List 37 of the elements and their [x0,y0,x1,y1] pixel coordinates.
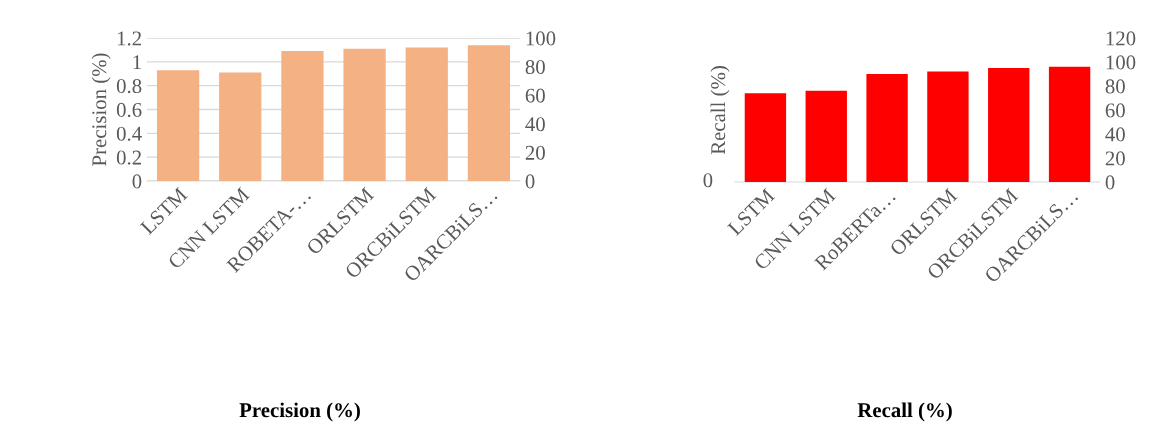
y2-tick-label: 40 [525,117,545,132]
y2-tick-label: 0 [525,174,535,189]
y-tick-label: 0.2 [116,150,141,165]
y2-tick-label: 20 [525,145,545,160]
y-tick-label: 0.6 [116,102,142,118]
bar [927,71,969,182]
bar [156,70,200,181]
y-tick-label: 1 [133,55,141,70]
y2-tick-label: 0 [1105,175,1115,190]
y-tick-label: 0 [132,174,142,189]
y2-tick-label: 60 [1105,103,1125,118]
y2-tick-label: 40 [1105,127,1125,142]
y2-tick-label: 80 [525,59,545,75]
text: Recall (%) [857,402,952,422]
bar [343,48,386,181]
y2-tick-label: 80 [1105,79,1125,94]
bar [1048,66,1091,182]
y2-tick-label: 60 [525,88,545,103]
y2-tick-label: 100 [526,31,556,46]
y-axis-title: Recall (%) [710,66,730,155]
y-axis-title: Precision (%) [91,53,111,166]
y-tick-label: 0.8 [116,79,142,94]
bar [219,72,262,181]
y-tick-label: 0.4 [116,126,142,141]
text: 0 [703,173,713,188]
y2-tick-label: 120 [1106,31,1136,46]
bar [467,45,511,181]
bar [744,93,787,182]
bar [988,68,1030,182]
bar [866,74,908,182]
bar [405,47,448,181]
text: Precision (%) [239,402,360,422]
bar [281,51,324,181]
bar [805,90,847,182]
y2-tick-label: 100 [1106,55,1136,70]
y2-tick-label: 20 [1105,151,1125,166]
y-tick-label: 1.2 [117,31,141,46]
